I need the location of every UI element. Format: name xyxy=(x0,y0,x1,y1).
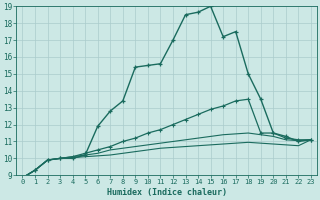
X-axis label: Humidex (Indice chaleur): Humidex (Indice chaleur) xyxy=(107,188,227,197)
